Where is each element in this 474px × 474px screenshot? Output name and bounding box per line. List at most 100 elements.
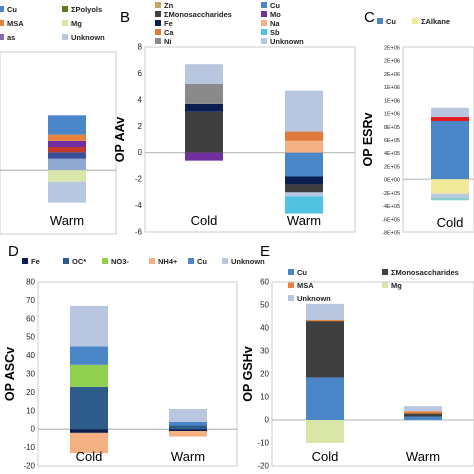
legend-swatch bbox=[382, 269, 388, 275]
legend-label: NH4+ bbox=[158, 257, 178, 266]
legend-label: OC* bbox=[72, 257, 86, 266]
bar-segment bbox=[431, 117, 469, 121]
legend-label: ΣMonosaccharides bbox=[391, 268, 459, 277]
y-tick-label: -6 bbox=[135, 228, 143, 237]
bar-segment bbox=[404, 413, 442, 417]
legend-label: Mg bbox=[71, 19, 82, 28]
category-label: Warm bbox=[287, 213, 321, 228]
bar-segment bbox=[169, 408, 207, 422]
bar-segment bbox=[70, 429, 108, 433]
bar-segment bbox=[306, 420, 344, 443]
panel-letter-b: B bbox=[120, 9, 130, 26]
bar-segment bbox=[185, 103, 223, 112]
legend-swatch bbox=[155, 20, 161, 26]
legend-label: Ni bbox=[164, 37, 172, 46]
legend-label: Zn bbox=[164, 1, 174, 10]
bar-segment bbox=[48, 152, 86, 159]
bar-segment bbox=[169, 429, 207, 432]
bar-segment bbox=[48, 147, 86, 153]
category-label: Cold bbox=[191, 213, 218, 228]
y-tick-label: 10 bbox=[260, 393, 269, 402]
y-tick-label: 2E+05 bbox=[384, 164, 400, 170]
legend-swatch bbox=[149, 258, 155, 264]
legend-label: ΣAlkane bbox=[421, 17, 450, 26]
y-tick-label: 6 bbox=[138, 69, 143, 78]
bar-segment bbox=[404, 406, 442, 412]
bar-segment bbox=[431, 179, 469, 194]
y-tick-label: 30 bbox=[260, 347, 269, 356]
legend-label: Fe bbox=[31, 257, 40, 266]
category-label: Warm bbox=[171, 449, 205, 464]
bar-segment bbox=[48, 158, 86, 171]
y-axis-title: OP ASCv bbox=[3, 347, 17, 401]
legend-swatch bbox=[155, 29, 161, 35]
y-tick-label: -4E+05 bbox=[382, 204, 400, 210]
bar-segment bbox=[431, 121, 469, 180]
legend-swatch bbox=[62, 6, 68, 12]
legend-label: Ca bbox=[164, 28, 174, 37]
y-tick-label: 50 bbox=[26, 333, 35, 342]
category-label: Cold bbox=[76, 449, 103, 464]
legend-label: Cu bbox=[386, 17, 396, 26]
bar-segment bbox=[185, 64, 223, 84]
legend-label: Mo bbox=[270, 10, 281, 19]
legend-swatch bbox=[288, 269, 294, 275]
y-tick-label: 1E+06 bbox=[384, 98, 400, 104]
legend-swatch bbox=[0, 34, 4, 40]
bar-segment bbox=[285, 176, 323, 185]
legend-label: as bbox=[7, 33, 15, 42]
legend-swatch bbox=[261, 38, 267, 44]
y-tick-label: -20 bbox=[23, 462, 35, 471]
bar-segment bbox=[185, 152, 223, 161]
bar-segment bbox=[306, 377, 344, 420]
panel-letter-e: E bbox=[260, 243, 270, 260]
y-tick-label: 6E+05 bbox=[384, 138, 400, 144]
plot-frame bbox=[402, 46, 474, 233]
bar-segment bbox=[285, 196, 323, 214]
y-tick-label: 20 bbox=[260, 370, 269, 379]
y-tick-label: 8E+05 bbox=[384, 125, 400, 131]
bar-segment bbox=[285, 184, 323, 193]
legend-swatch bbox=[261, 20, 267, 26]
y-tick-label: -2 bbox=[135, 175, 143, 184]
panel-letter-c: C bbox=[364, 9, 375, 26]
y-tick-label: -6E+05 bbox=[382, 217, 400, 223]
bar-segment bbox=[169, 425, 207, 430]
legend-swatch bbox=[288, 295, 294, 301]
bar-segment bbox=[70, 364, 108, 387]
legend-label: Cu bbox=[7, 5, 17, 14]
y-axis-title: OP AAv bbox=[113, 117, 127, 162]
plot-frame bbox=[0, 51, 117, 235]
y-tick-label: 2E+06 bbox=[384, 46, 400, 52]
y-tick-label: 60 bbox=[26, 314, 35, 323]
legend-label: Unknown bbox=[231, 257, 265, 266]
y-tick-label: 60 bbox=[260, 278, 269, 287]
bar-segment bbox=[404, 416, 442, 420]
bar-segment bbox=[285, 140, 323, 153]
bar-segment bbox=[169, 431, 207, 437]
legend-swatch bbox=[102, 258, 108, 264]
plot-frame bbox=[144, 46, 356, 233]
legend-swatch bbox=[0, 6, 4, 12]
bar-segment bbox=[48, 115, 86, 135]
bar-segment bbox=[48, 170, 86, 182]
legend-swatch bbox=[63, 258, 69, 264]
y-tick-label: 50 bbox=[260, 301, 269, 310]
y-tick-label: 70 bbox=[26, 296, 35, 305]
y-tick-label: 0 bbox=[138, 148, 143, 157]
legend-swatch bbox=[0, 20, 4, 26]
y-tick-label: 2E+06 bbox=[384, 59, 400, 65]
legend-swatch bbox=[22, 258, 28, 264]
category-label: Warm bbox=[406, 449, 440, 464]
bar-segment bbox=[431, 197, 469, 201]
y-tick-label: 30 bbox=[26, 370, 35, 379]
y-tick-label: -8E+05 bbox=[382, 231, 400, 237]
legend-swatch bbox=[155, 11, 161, 17]
panel-letter-d: D bbox=[8, 243, 19, 260]
legend-label: Fe bbox=[164, 19, 173, 28]
bar-segment bbox=[285, 90, 323, 132]
legend-label: Cu bbox=[297, 268, 307, 277]
legend-label: Cu bbox=[270, 1, 280, 10]
legend-swatch bbox=[261, 11, 267, 17]
legend-label: NO3- bbox=[111, 257, 129, 266]
